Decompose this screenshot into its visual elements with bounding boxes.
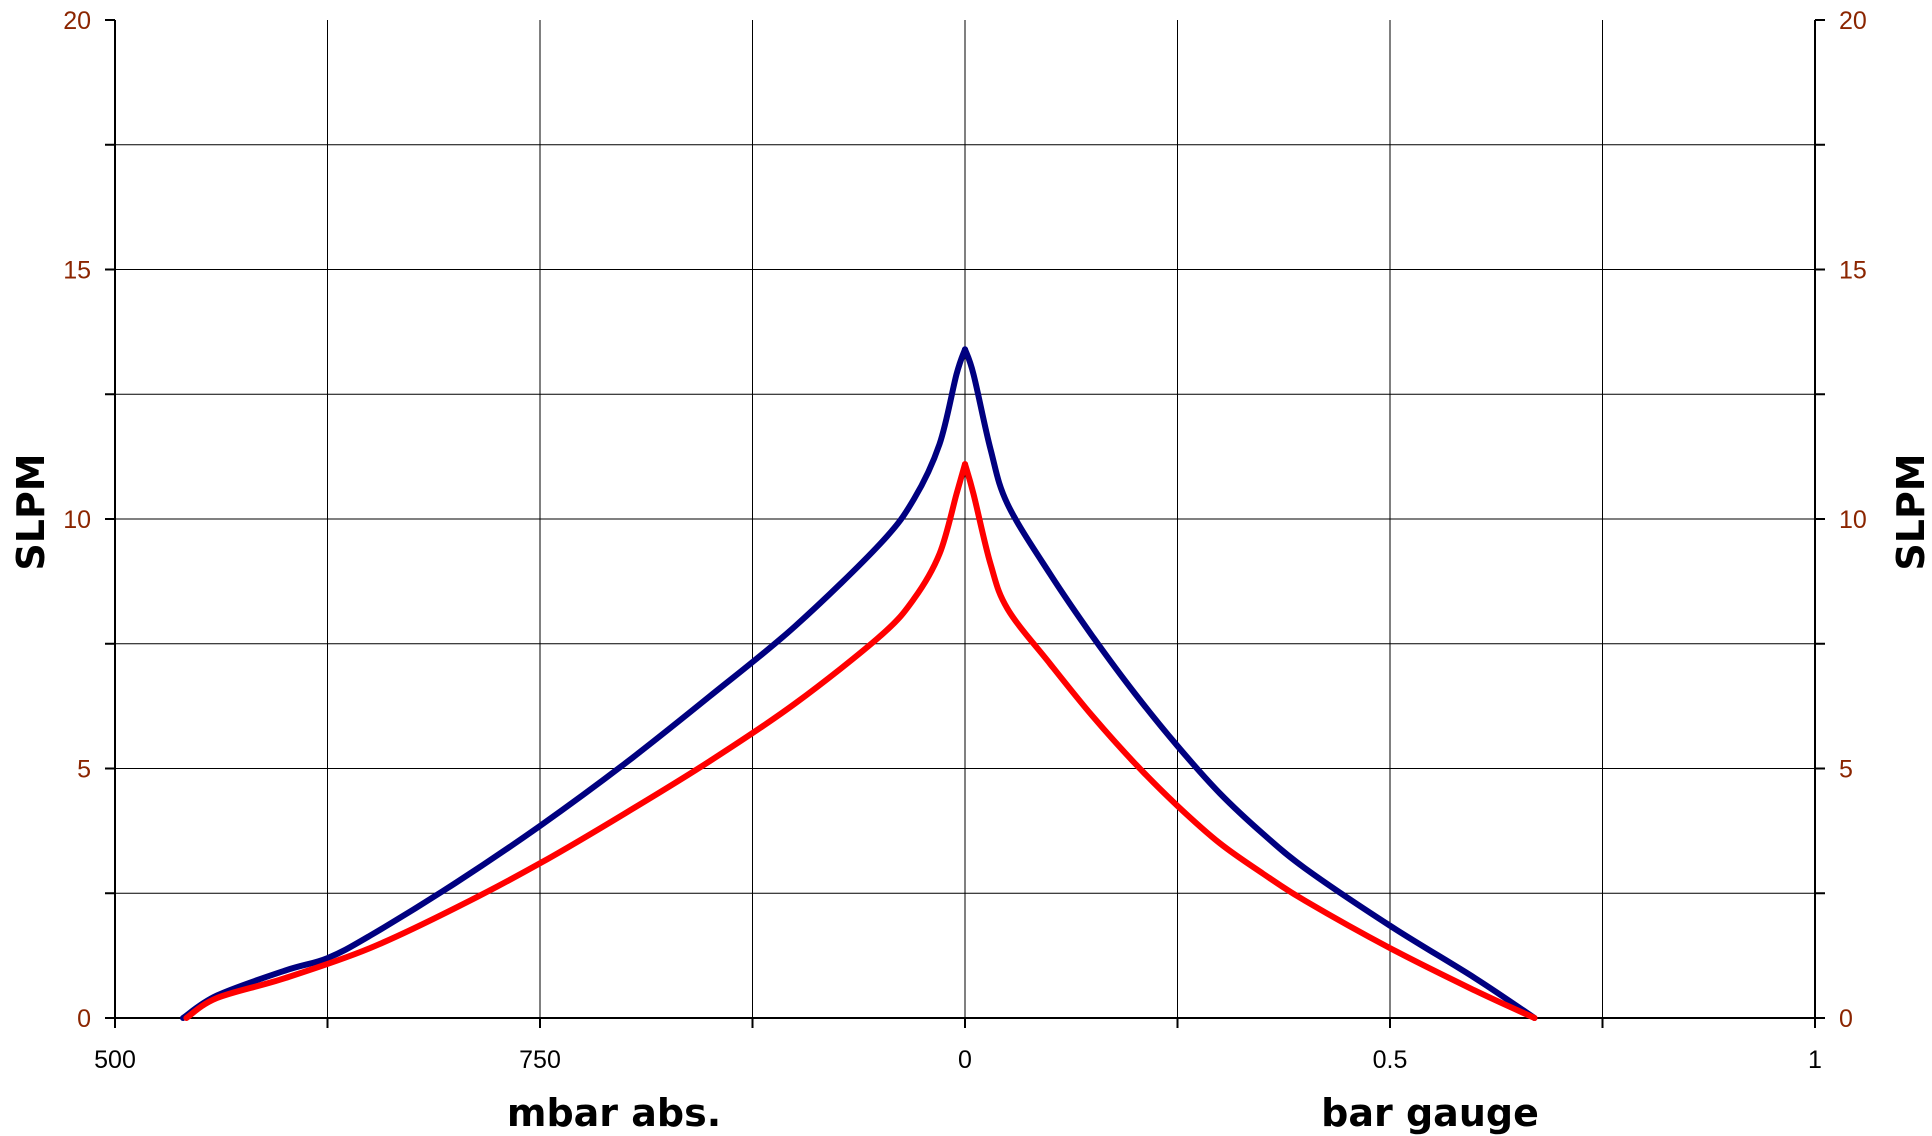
series-line-pressure-2 <box>962 461 1538 1021</box>
y-tick-label-right: 15 <box>1839 257 1867 285</box>
y-tick-label-left: 0 <box>77 1005 91 1033</box>
x-tick-label-bar: 0.5 <box>1373 1046 1408 1074</box>
series-line-vacuum-1 <box>180 346 968 1021</box>
series-lines <box>180 346 1538 1021</box>
y-tick-label-left: 20 <box>63 7 91 35</box>
series-line-pressure-1 <box>962 346 1538 1021</box>
x-tick-label-bar: 1 <box>1808 1046 1822 1074</box>
y-tick-label-right: 10 <box>1839 506 1867 534</box>
x-axis-title-right: bar gauge <box>1321 1091 1539 1135</box>
y-axis-title-right: SLPM <box>1889 453 1932 570</box>
y-axis-title-left: SLPM <box>9 453 53 570</box>
x-axis-title-left: mbar abs. <box>507 1091 721 1135</box>
y-tick-label-right: 20 <box>1839 7 1867 35</box>
series-line-vacuum-2 <box>183 461 968 1021</box>
x-tick-label-mbar: 750 <box>519 1046 561 1074</box>
grid-lines <box>115 20 1815 1018</box>
y-tick-label-left: 5 <box>77 756 91 784</box>
tick-labels: 0 5 10 15 20 0 5 10 15 20 500 750 0 0.5 1 <box>63 7 1867 1074</box>
x-tick-label-mbar: 500 <box>94 1046 136 1074</box>
y-tick-label-right: 5 <box>1839 756 1853 784</box>
x-tick-label-bar: 0 <box>958 1046 972 1074</box>
y-tick-label-right: 0 <box>1839 1005 1853 1033</box>
y-tick-label-left: 15 <box>63 257 91 285</box>
y-tick-label-left: 10 <box>63 506 91 534</box>
